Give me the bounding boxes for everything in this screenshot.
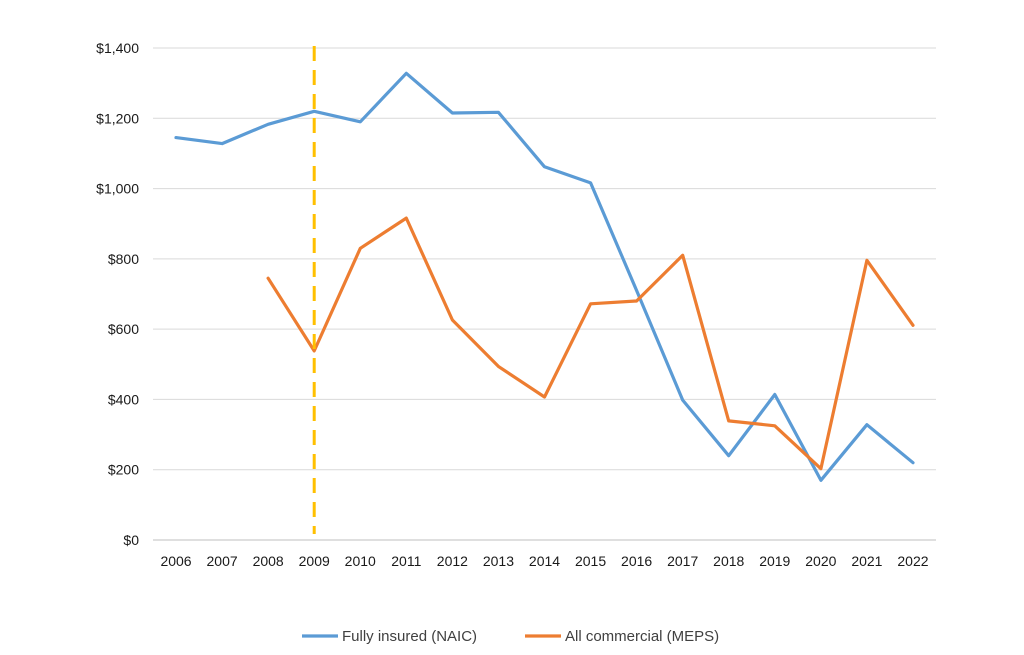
x-tick-label: 2006 <box>160 553 191 569</box>
x-tick-label: 2012 <box>437 553 468 569</box>
x-tick-label: 2022 <box>897 553 928 569</box>
data-point <box>312 349 316 353</box>
data-point <box>543 395 547 399</box>
data-point <box>450 111 454 115</box>
y-tick-label: $800 <box>108 251 139 267</box>
x-tick-label: 2008 <box>253 553 284 569</box>
data-point <box>635 299 639 303</box>
data-point <box>312 109 316 113</box>
data-point <box>865 258 869 262</box>
y-tick-label: $1,000 <box>96 181 139 197</box>
data-point <box>543 165 547 169</box>
y-axis-tick-labels: $0 $200 $400 $600 $800 $1,000 $1,200 $1,400 <box>96 40 139 548</box>
x-tick-label: 2010 <box>345 553 376 569</box>
data-point <box>635 288 639 292</box>
data-point <box>727 454 731 458</box>
data-point <box>773 393 777 397</box>
legend-label: Fully insured (NAIC) <box>342 628 477 645</box>
series-lines <box>174 71 915 482</box>
data-point <box>358 120 362 124</box>
data-point <box>450 318 454 322</box>
y-tick-label: $600 <box>108 321 139 337</box>
gridlines <box>153 47 936 541</box>
data-point <box>220 142 224 146</box>
data-point <box>911 323 915 327</box>
data-point <box>589 302 593 306</box>
x-tick-label: 2013 <box>483 553 514 569</box>
x-tick-label: 2011 <box>391 553 421 569</box>
data-point <box>174 136 178 140</box>
y-tick-label: $1,200 <box>96 110 139 126</box>
data-point <box>681 398 685 402</box>
data-point <box>727 419 731 423</box>
data-point <box>911 461 915 465</box>
x-tick-label: 2016 <box>621 553 652 569</box>
x-tick-label: 2007 <box>207 553 238 569</box>
y-tick-label: $1,400 <box>96 40 139 56</box>
x-tick-label: 2015 <box>575 553 606 569</box>
data-point <box>496 110 500 114</box>
data-point <box>773 424 777 428</box>
x-tick-label: 2018 <box>713 553 744 569</box>
legend: Fully insured (NAIC) All commercial (MEPS… <box>302 628 719 645</box>
x-tick-label: 2009 <box>299 553 330 569</box>
data-point <box>819 467 823 471</box>
legend-label: All commercial (MEPS) <box>565 628 719 645</box>
x-tick-label: 2017 <box>667 553 698 569</box>
series-line <box>174 71 915 482</box>
y-tick-label: $0 <box>123 532 139 548</box>
data-point <box>681 253 685 257</box>
data-point <box>819 478 823 482</box>
y-tick-label: $200 <box>108 462 139 478</box>
data-point <box>865 423 869 427</box>
x-tick-label: 2019 <box>759 553 790 569</box>
series-group <box>266 216 915 471</box>
y-tick-label: $400 <box>108 391 139 407</box>
series-group <box>174 71 915 482</box>
x-tick-label: 2020 <box>805 553 836 569</box>
x-axis-tick-labels: 2006 2007 2008 2009 2010 2011 2012 2013 2014 2015… <box>160 553 928 569</box>
data-point <box>266 122 270 126</box>
x-tick-label: 2014 <box>529 553 560 569</box>
data-point <box>358 246 362 250</box>
data-point <box>266 276 270 280</box>
data-point <box>404 216 408 220</box>
series-line <box>266 216 915 471</box>
data-point <box>589 181 593 185</box>
data-point <box>496 364 500 368</box>
data-point <box>404 71 408 75</box>
x-tick-label: 2021 <box>851 553 882 569</box>
